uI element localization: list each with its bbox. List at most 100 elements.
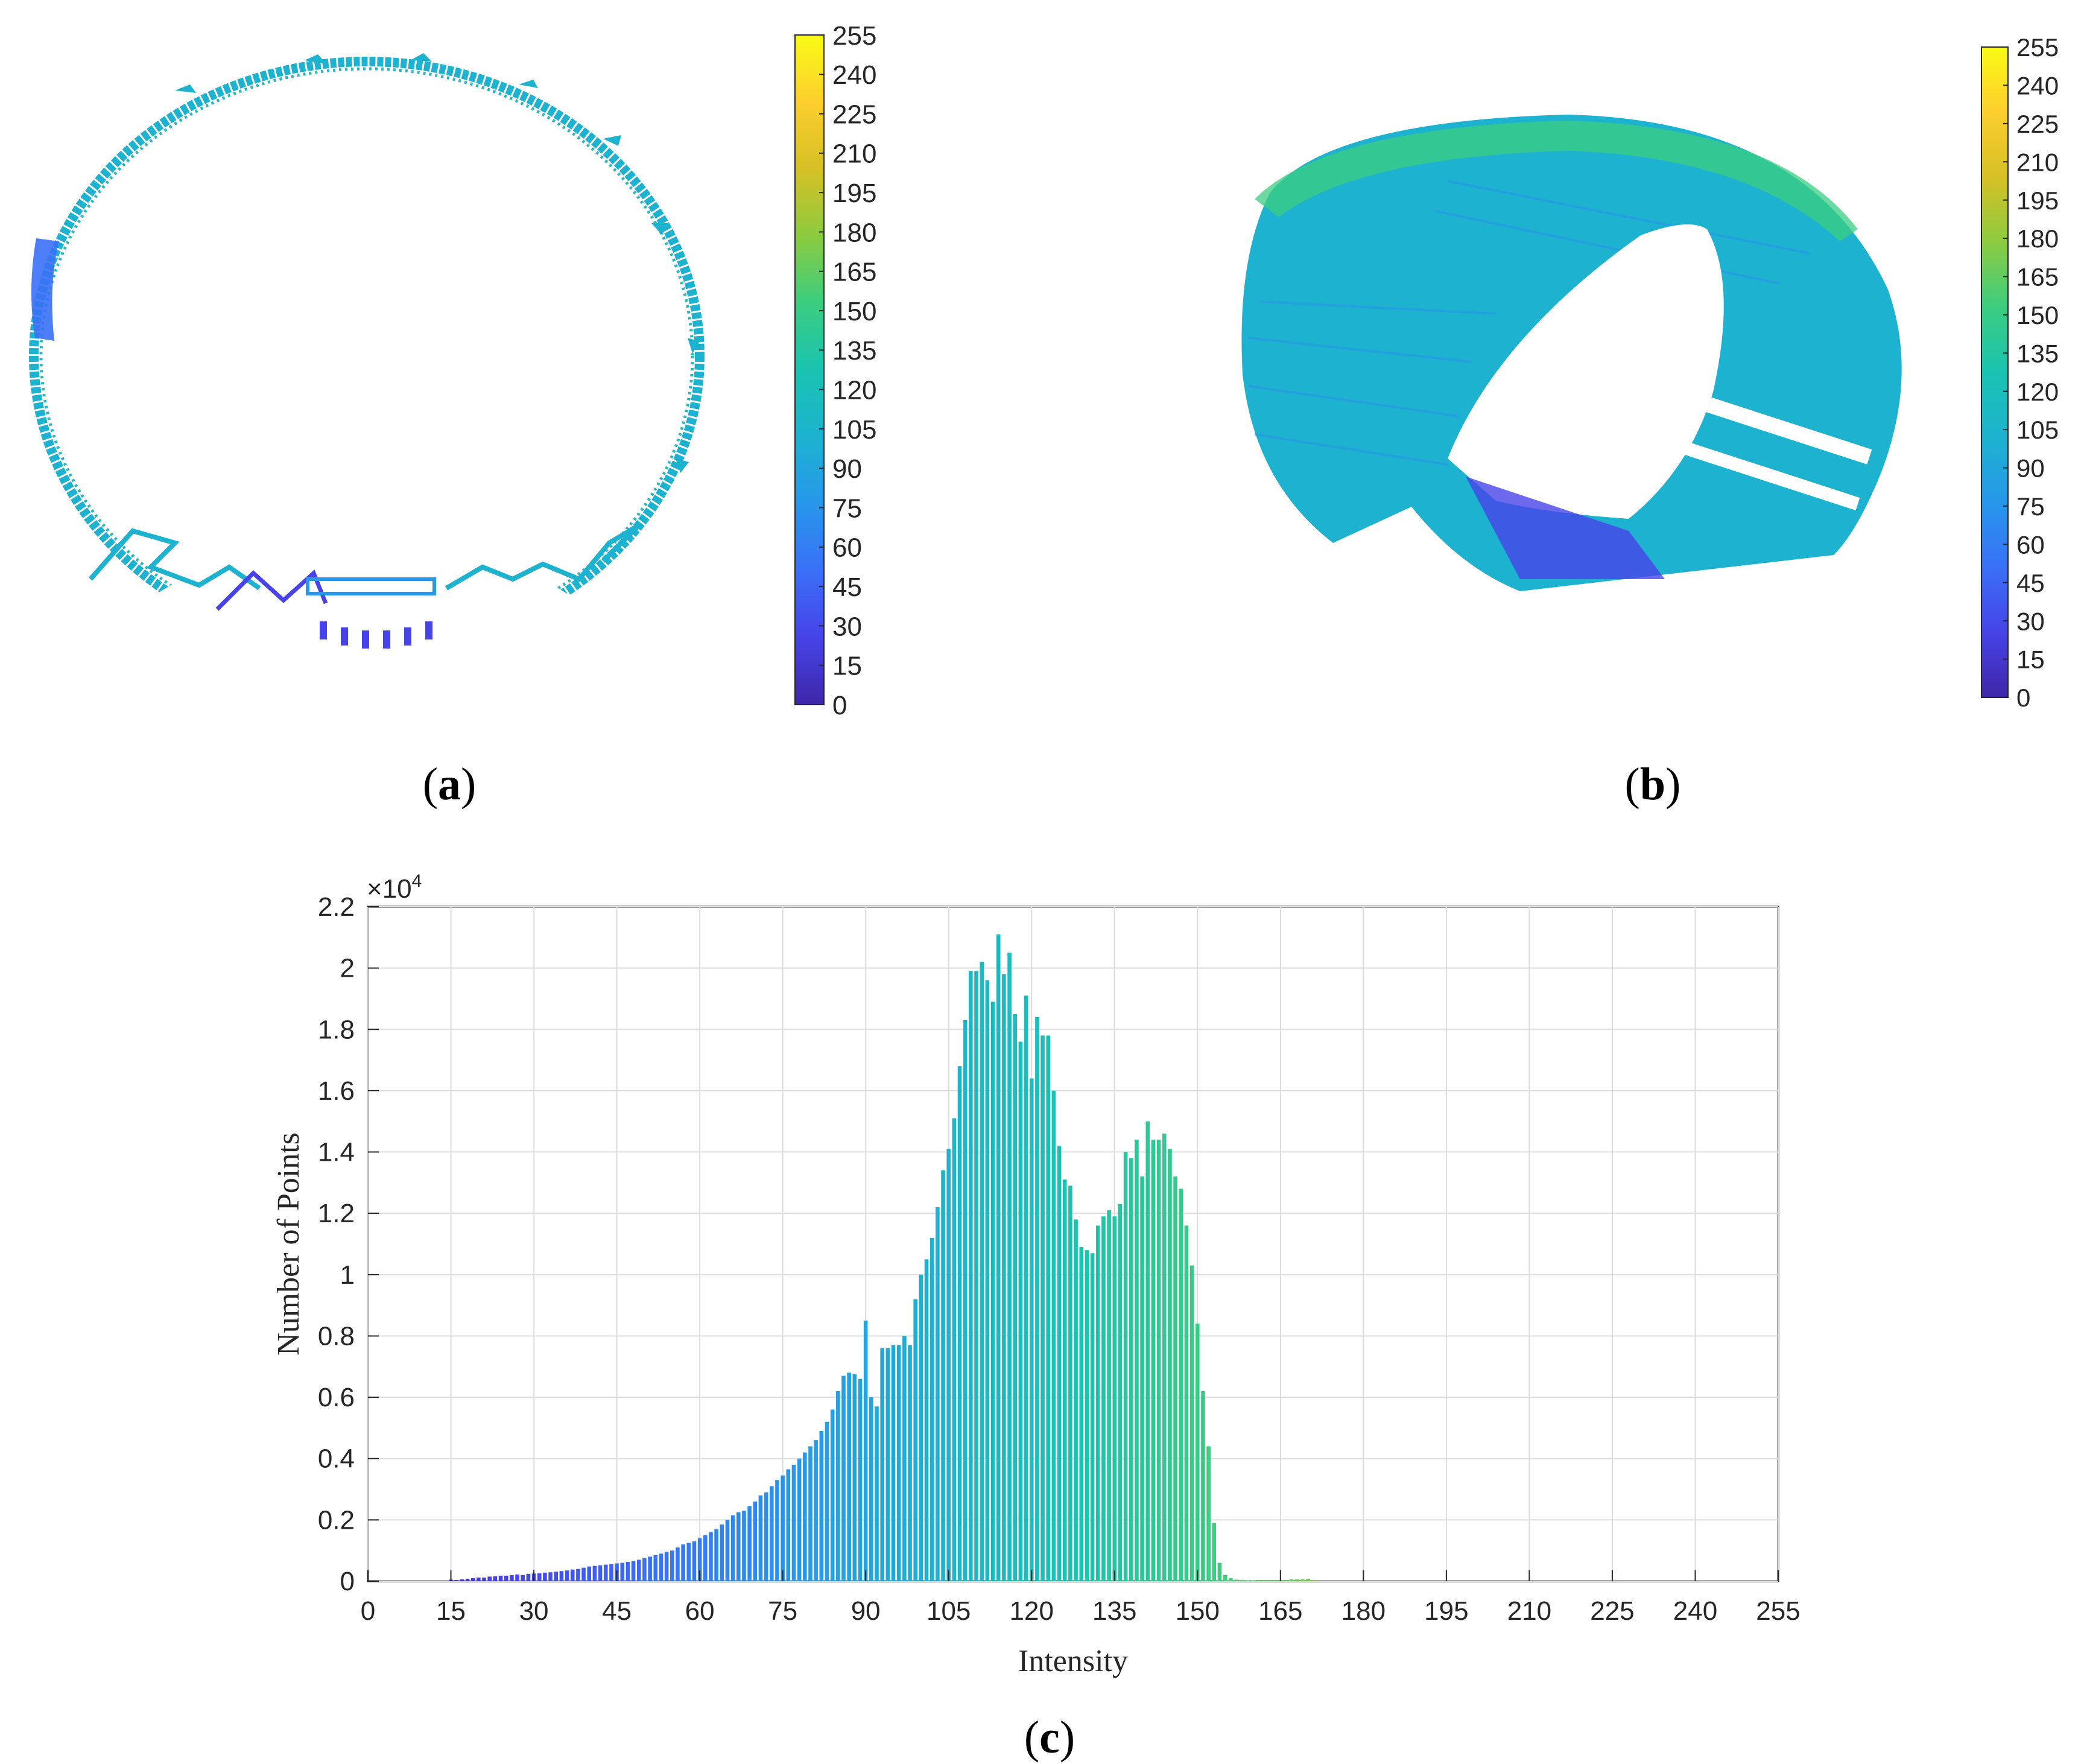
histogram-bar bbox=[648, 1556, 652, 1581]
y-tick-label: 0 bbox=[340, 1567, 355, 1596]
histogram-bar bbox=[543, 1572, 547, 1581]
histogram-bar bbox=[598, 1565, 603, 1581]
histogram-bar bbox=[1206, 1446, 1211, 1581]
colorbar-tick-label: 135 bbox=[2016, 339, 2059, 367]
x-tick-label: 0 bbox=[361, 1596, 375, 1626]
tunnel-floor-low bbox=[1466, 477, 1665, 579]
histogram-bar bbox=[1229, 1578, 1233, 1581]
colorbar-tick-label: 195 bbox=[832, 179, 876, 208]
histogram-bar bbox=[775, 1480, 779, 1581]
histogram-bar bbox=[930, 1237, 934, 1581]
x-tick-label: 225 bbox=[1590, 1596, 1634, 1626]
tunnel-scanlines bbox=[1248, 180, 1810, 466]
histogram-bar bbox=[703, 1535, 708, 1581]
x-axis-label: Intensity bbox=[1018, 1644, 1128, 1678]
histogram-bar bbox=[764, 1492, 768, 1581]
x-tick-label: 30 bbox=[519, 1596, 549, 1626]
histogram-bar bbox=[1035, 1017, 1039, 1581]
histogram-bar bbox=[1311, 1579, 1316, 1581]
x-tick-label: 210 bbox=[1507, 1596, 1551, 1626]
histogram-bar bbox=[1123, 1152, 1128, 1581]
histogram-bar bbox=[908, 1345, 912, 1581]
histogram-bar bbox=[852, 1374, 857, 1581]
colorbar-tick-label: 105 bbox=[832, 415, 876, 445]
colorbar-tick-label: 90 bbox=[832, 454, 862, 484]
histogram-bar bbox=[1168, 1149, 1172, 1581]
histogram-bar bbox=[974, 971, 978, 1581]
histogram-bar bbox=[803, 1452, 807, 1581]
x-tick-label: 165 bbox=[1258, 1596, 1302, 1626]
y-tick-label: 0.2 bbox=[318, 1505, 355, 1535]
histogram-bar bbox=[952, 1118, 957, 1581]
histogram-bar bbox=[487, 1576, 492, 1581]
x-tick-label: 60 bbox=[685, 1596, 715, 1626]
colorbar-tick-label: 15 bbox=[2016, 646, 2045, 674]
histogram-bar bbox=[847, 1372, 851, 1581]
colorbar-tick-label: 150 bbox=[2016, 301, 2059, 329]
histogram-bar bbox=[620, 1563, 625, 1581]
histogram-bar bbox=[521, 1575, 525, 1581]
colorbar-tick-label: 195 bbox=[2016, 186, 2059, 215]
histogram-bar bbox=[1112, 1216, 1117, 1581]
histogram-bar bbox=[725, 1520, 730, 1581]
x-tick-label: 180 bbox=[1341, 1596, 1386, 1626]
panel-a-label: (a) bbox=[423, 759, 477, 810]
histogram-bar bbox=[1201, 1391, 1205, 1581]
panel-c-label: (c) bbox=[1024, 1712, 1075, 1763]
colorbar-tick-label: 45 bbox=[832, 573, 862, 602]
histogram-bar bbox=[653, 1555, 658, 1581]
colorbar-tick-label: 15 bbox=[832, 652, 862, 681]
histogram-bar bbox=[1306, 1578, 1310, 1581]
histogram-bar bbox=[697, 1538, 702, 1581]
histogram-bar bbox=[1212, 1523, 1217, 1581]
colorbar-tick-label: 0 bbox=[832, 691, 847, 720]
x-tick-label: 120 bbox=[1010, 1596, 1054, 1626]
histogram-bar bbox=[631, 1561, 636, 1581]
histogram-bar bbox=[863, 1321, 868, 1581]
histogram-bar bbox=[603, 1564, 608, 1581]
y-tick-label: 0.6 bbox=[318, 1383, 355, 1412]
colorbar-tick-label: 150 bbox=[832, 297, 876, 326]
histogram-bar bbox=[902, 1336, 907, 1581]
histogram-bar bbox=[454, 1579, 458, 1581]
histogram-bar bbox=[770, 1486, 774, 1581]
histogram-bar bbox=[946, 1149, 951, 1581]
histogram-bar bbox=[836, 1391, 840, 1581]
y-tick-label: 0.4 bbox=[318, 1444, 355, 1474]
colorbar-tick-label: 30 bbox=[832, 612, 862, 641]
histogram-bar bbox=[786, 1469, 791, 1581]
histogram-bar bbox=[548, 1572, 553, 1581]
histogram-bar bbox=[880, 1348, 884, 1581]
x-tick-label: 45 bbox=[602, 1596, 632, 1626]
histogram-bar bbox=[460, 1579, 464, 1581]
x-tick-label: 195 bbox=[1424, 1596, 1468, 1626]
colorbar-tick-label: 255 bbox=[832, 21, 876, 51]
histogram-bar bbox=[510, 1575, 514, 1581]
histogram-bar bbox=[465, 1578, 470, 1581]
histogram-bar bbox=[659, 1553, 664, 1581]
tunnel-opening bbox=[1448, 224, 1724, 519]
x-tick-label: 240 bbox=[1673, 1596, 1717, 1626]
tunnel-ring-inner-noise bbox=[39, 67, 694, 615]
colorbar-tick-label: 225 bbox=[832, 100, 876, 129]
histogram-bar bbox=[1085, 1250, 1089, 1581]
histogram-bar bbox=[1062, 1179, 1067, 1581]
histogram-bar bbox=[1140, 1176, 1144, 1581]
y-tick-label: 2 bbox=[340, 954, 355, 983]
colorbar-tick-label: 105 bbox=[2016, 416, 2059, 444]
histogram-bar bbox=[913, 1299, 917, 1581]
histogram-bar bbox=[924, 1259, 929, 1581]
histogram-bar bbox=[730, 1515, 735, 1581]
histogram-bar bbox=[875, 1406, 879, 1581]
histogram-bar bbox=[825, 1421, 829, 1581]
histogram-bar bbox=[980, 962, 984, 1581]
colorbar-panel-a: 2552402252101951801651501351201059075604… bbox=[794, 21, 876, 720]
colorbar-tick-label: 165 bbox=[2016, 263, 2059, 291]
histogram-bar bbox=[1184, 1225, 1189, 1581]
x-tick-label: 75 bbox=[768, 1596, 797, 1626]
histogram-bar bbox=[1107, 1210, 1111, 1581]
colorbar-tick-label: 180 bbox=[2016, 224, 2059, 253]
histogram-bar bbox=[537, 1573, 542, 1581]
histogram-bar bbox=[493, 1576, 498, 1581]
histogram-bar bbox=[819, 1430, 824, 1581]
